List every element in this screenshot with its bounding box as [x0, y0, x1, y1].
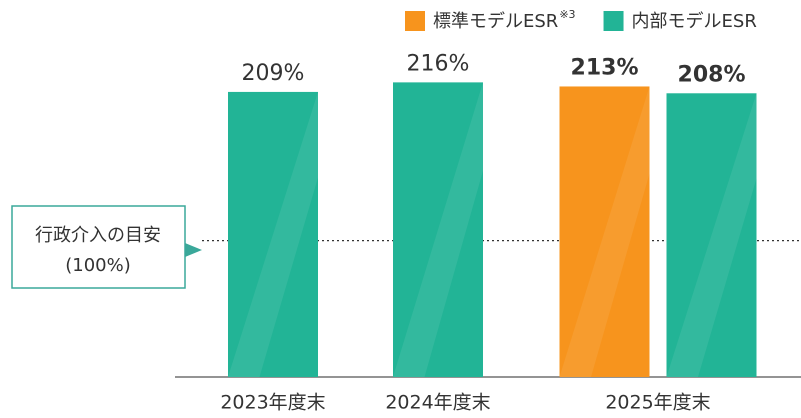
x-tick-label: 2023年度末 — [220, 392, 325, 414]
value-label: 209% — [242, 61, 305, 86]
bar-shine — [228, 91, 318, 377]
legend-note: ※3 — [559, 8, 575, 21]
bar — [228, 91, 318, 377]
bar — [666, 93, 757, 378]
x-tick-label: 2024年度末 — [385, 392, 490, 414]
annotation-sublabel: (100%) — [65, 255, 131, 276]
bar-shine — [559, 86, 650, 377]
bar — [559, 86, 650, 377]
value-label: 216% — [407, 51, 470, 76]
bar — [393, 82, 483, 377]
legend-swatch — [405, 11, 425, 31]
legend-label: 標準モデルESR — [433, 11, 558, 32]
annotation-arrow — [185, 243, 202, 257]
value-label: 208% — [678, 62, 746, 87]
annotation-label: 行政介入の目安 — [35, 225, 161, 246]
bar-shine — [666, 93, 757, 378]
legend-swatch — [603, 11, 624, 31]
legend-label: 内部モデルESR — [632, 11, 757, 32]
annotation-box — [11, 205, 186, 289]
x-tick-label: 2025年度末 — [605, 392, 710, 414]
value-label: 213% — [571, 55, 639, 80]
bar-shine — [393, 82, 483, 377]
